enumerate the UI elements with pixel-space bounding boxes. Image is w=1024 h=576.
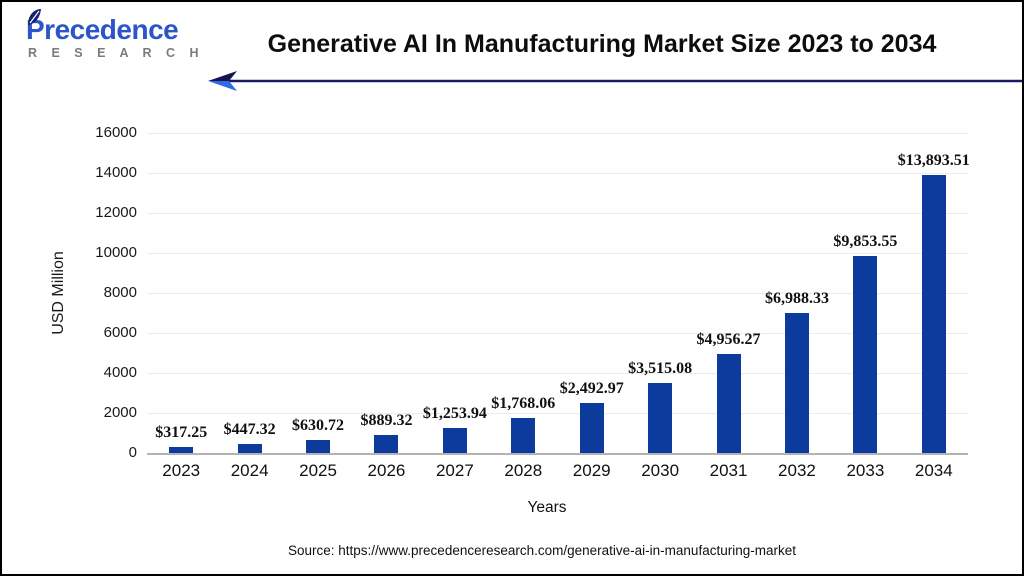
gridline	[147, 333, 968, 334]
title-underline-arrow-icon	[208, 71, 1022, 91]
gridline	[147, 253, 968, 254]
plot-area: $317.25 $447.32 $630.72 $889.32 $1,253.94 $1,…	[147, 133, 970, 453]
bar-2029	[579, 403, 604, 453]
chart-title: Generative AI In Manufacturing Market Si…	[267, 30, 937, 58]
bar-2031	[716, 353, 741, 453]
x-tick-label: 2029	[572, 461, 611, 480]
bar-value-label: $1,253.94	[422, 404, 487, 422]
x-axis-title: Years	[527, 499, 567, 516]
bar-2030	[648, 382, 673, 453]
gridline	[147, 213, 968, 214]
y-axis-ticks: 0 2000 4000 6000 8000 10000 12000 14000 16000	[2, 124, 137, 461]
gridline	[147, 293, 968, 294]
x-tick-label: 2032	[778, 461, 816, 480]
precedence-research-logo: Precedence R E S E A R C H	[26, 9, 205, 60]
logo-brand: Precedence	[26, 9, 204, 45]
y-tick-label: 8000	[103, 284, 137, 301]
x-tick-label: 2034	[914, 461, 953, 480]
bar-value-label: $630.72	[292, 417, 345, 435]
y-tick-label: 2000	[103, 404, 137, 421]
bar-2025	[306, 440, 331, 453]
bar-2024	[237, 444, 262, 453]
bar-2032	[784, 313, 809, 453]
x-tick-label: 2031	[709, 461, 748, 480]
y-tick-label: 0	[128, 444, 137, 461]
logo-brand-text: Precedence	[26, 14, 179, 45]
x-tick-label: 2025	[299, 461, 337, 480]
gridline	[147, 373, 968, 374]
y-tick-label: 10000	[95, 244, 137, 261]
bar-value-label: $889.32	[360, 412, 413, 430]
bar-value-label: $2,492.97	[559, 380, 624, 398]
bar-value-label: $13,893.51	[897, 152, 970, 170]
bar-2034	[921, 175, 946, 453]
bar-value-label: $4,956.27	[696, 330, 761, 348]
bar-value-label: $9,853.55	[833, 232, 898, 250]
bar-value-label: $3,515.08	[628, 359, 693, 377]
x-tick-label: 2027	[435, 461, 474, 480]
x-tick-label: 2028	[504, 461, 543, 480]
x-axis-line	[147, 453, 968, 455]
bar-2026	[374, 435, 399, 453]
y-tick-label: 14000	[95, 164, 137, 181]
bar-value-label: $317.25	[155, 423, 208, 441]
y-tick-label: 6000	[103, 324, 137, 341]
gridline	[147, 133, 968, 134]
bar-2033	[853, 255, 878, 453]
bar-2023	[169, 446, 194, 453]
bar-value-label: $1,768.06	[491, 394, 556, 412]
x-tick-label: 2024	[230, 461, 269, 480]
bar-value-label: $447.32	[223, 421, 276, 439]
y-tick-label: 4000	[103, 364, 137, 381]
x-tick-label: 2023	[162, 461, 201, 480]
x-axis-ticks: 2023 2024 2025 2026 2027 2028 2029 2030 2031 2032…	[147, 461, 968, 485]
y-tick-label: 12000	[95, 204, 137, 221]
logo-subtitle: R E S E A R C H	[28, 46, 205, 60]
bar-2027	[442, 427, 467, 453]
bar-value-label: $6,988.33	[764, 290, 829, 308]
leaf-icon	[28, 9, 41, 25]
x-tick-label: 2030	[641, 461, 680, 480]
x-tick-label: 2033	[846, 461, 885, 480]
gridline	[147, 173, 968, 174]
y-tick-label: 16000	[95, 124, 137, 141]
x-tick-label: 2026	[367, 461, 406, 480]
gridline	[147, 413, 968, 414]
bar-2028	[511, 417, 536, 453]
source-url-text: Source: https://www.precedenceresearch.c…	[288, 543, 796, 558]
